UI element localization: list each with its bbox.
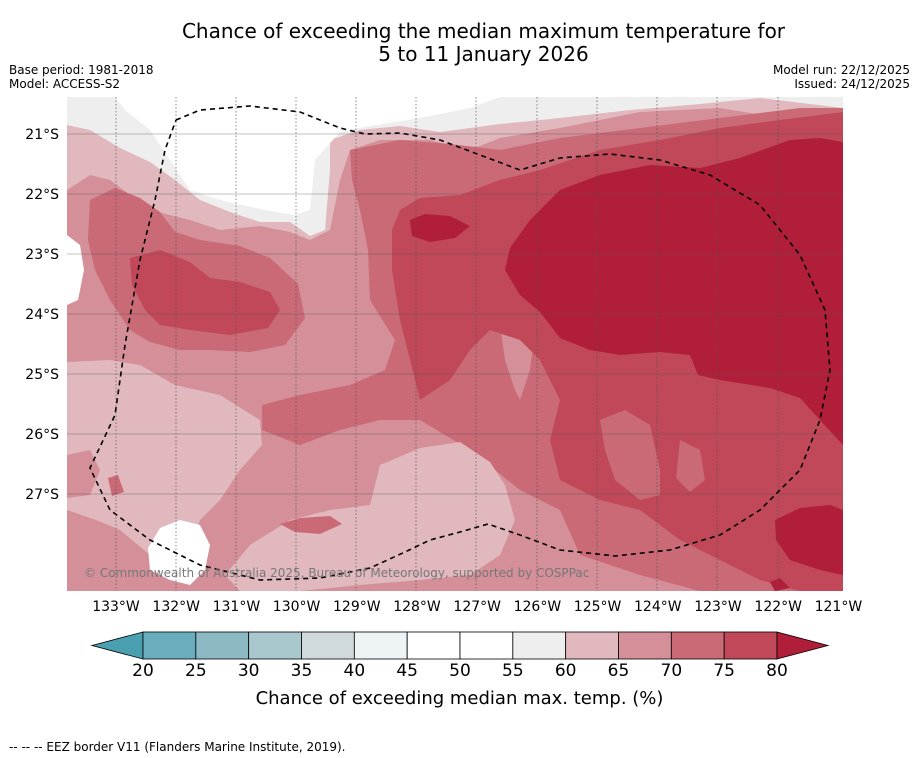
x-tick-label: 129°W	[333, 599, 381, 615]
y-axis-labels: 21°S 22°S 23°S 24°S 25°S 26°S 27°S	[25, 127, 59, 503]
x-tick-label: 122°W	[754, 599, 802, 615]
title-line-2: 5 to 11 January 2026	[378, 42, 589, 66]
colorbar-tick-label: 65	[608, 661, 630, 681]
contour-80-east	[505, 138, 843, 445]
colorbar-tick-label: 35	[291, 661, 313, 681]
x-axis-labels: 133°W 132°W 131°W 130°W 129°W 128°W 127°W 126°W…	[92, 599, 862, 615]
eez-border	[89, 105, 831, 581]
colorbar-segment	[512, 631, 567, 660]
y-tick-label: 26°S	[25, 427, 59, 443]
y-tick-label: 22°S	[25, 187, 59, 203]
colorbar-tick-label: 40	[344, 661, 366, 681]
colorbar-segment	[353, 631, 408, 660]
x-tick-label: 124°W	[634, 599, 682, 615]
y-tick-label: 21°S	[25, 127, 59, 143]
colorbar-segment	[406, 631, 461, 660]
colorbar: 20 25 30 35 40 45 50 55 60 65 70 75 80	[90, 631, 830, 681]
colorbar-tick-label: 20	[132, 661, 154, 681]
title-line-1: Chance of exceeding the median maximum t…	[181, 19, 786, 43]
base-period: Base period: 1981-2018	[9, 63, 154, 77]
x-tick-label: 121°W	[815, 599, 863, 615]
y-tick-label: 23°S	[25, 247, 59, 263]
y-tick-label: 25°S	[25, 367, 59, 383]
colorbar-tick-label: 70	[661, 661, 683, 681]
contour-80-southeast	[775, 505, 843, 575]
contour-60-65-south-center	[225, 442, 515, 591]
colorbar-segment	[301, 631, 355, 660]
x-tick-label: 126°W	[514, 599, 562, 615]
x-tick-label: 123°W	[694, 599, 742, 615]
contour-80-bottom	[770, 578, 790, 591]
colorbar-tick-label: 25	[185, 661, 207, 681]
footnote-eez: -- -- -- EEZ border V11 (Flanders Marine…	[9, 740, 346, 754]
copyright-notice: © Commonwealth of Australia 2025, Bureau…	[84, 566, 589, 580]
contour-80-small	[410, 214, 470, 242]
y-tick-label: 27°S	[25, 487, 59, 503]
colorbar-tick-label: 55	[502, 661, 524, 681]
colorbar-segment	[618, 631, 672, 660]
colorbar-tick-label: 60	[555, 661, 577, 681]
meta-left: Base period: 1981-2018 Model: ACCESS-S2	[9, 63, 154, 91]
x-tick-label: 130°W	[273, 599, 321, 615]
colorbar-tick-label: 50	[449, 661, 471, 681]
y-tick-label: 24°S	[25, 307, 59, 323]
issued-date: Issued: 24/12/2025	[794, 77, 910, 91]
contour-40-55-north	[115, 97, 500, 215]
colorbar-segment	[565, 631, 619, 660]
x-tick-label: 131°W	[213, 599, 261, 615]
x-tick-label: 127°W	[453, 599, 501, 615]
colorbar-below-arrow	[90, 631, 144, 660]
contour-65-70-west-edge	[67, 450, 100, 498]
colorbar-segment	[670, 631, 725, 660]
latitude-gridlines	[67, 133, 843, 495]
meta-right: Model run: 22/12/2025 Issued: 24/12/2025	[773, 63, 910, 91]
colorbar-segment	[459, 631, 514, 660]
x-tick-label: 133°W	[92, 599, 140, 615]
x-tick-label: 132°W	[152, 599, 200, 615]
x-tick-label: 125°W	[574, 599, 622, 615]
colorbar-tick-label: 80	[766, 661, 788, 681]
colorbar-tick-label: 45	[396, 661, 418, 681]
colorbar-tick-label: 75	[713, 661, 735, 681]
colorbar-segment	[723, 631, 778, 660]
contour-70-75-pocket-2	[676, 440, 705, 492]
contour-white-south	[148, 520, 210, 585]
colorbar-tick-label: 30	[238, 661, 260, 681]
x-tick-label: 128°W	[393, 599, 441, 615]
colorbar-label: Chance of exceeding median max. temp. (%…	[255, 688, 664, 709]
probability-contours	[67, 97, 843, 591]
contour-white-west	[67, 235, 84, 305]
colorbar-segment	[142, 631, 197, 660]
colorbar-above-arrow	[776, 631, 830, 660]
colorbar-segment	[195, 631, 250, 660]
contour-70-75-small-south	[280, 516, 342, 534]
model-run: Model run: 22/12/2025	[772, 63, 910, 77]
contour-70-75-pocket	[600, 410, 660, 500]
colorbar-segment	[248, 631, 302, 660]
model-name: Model: ACCESS-S2	[9, 77, 121, 91]
